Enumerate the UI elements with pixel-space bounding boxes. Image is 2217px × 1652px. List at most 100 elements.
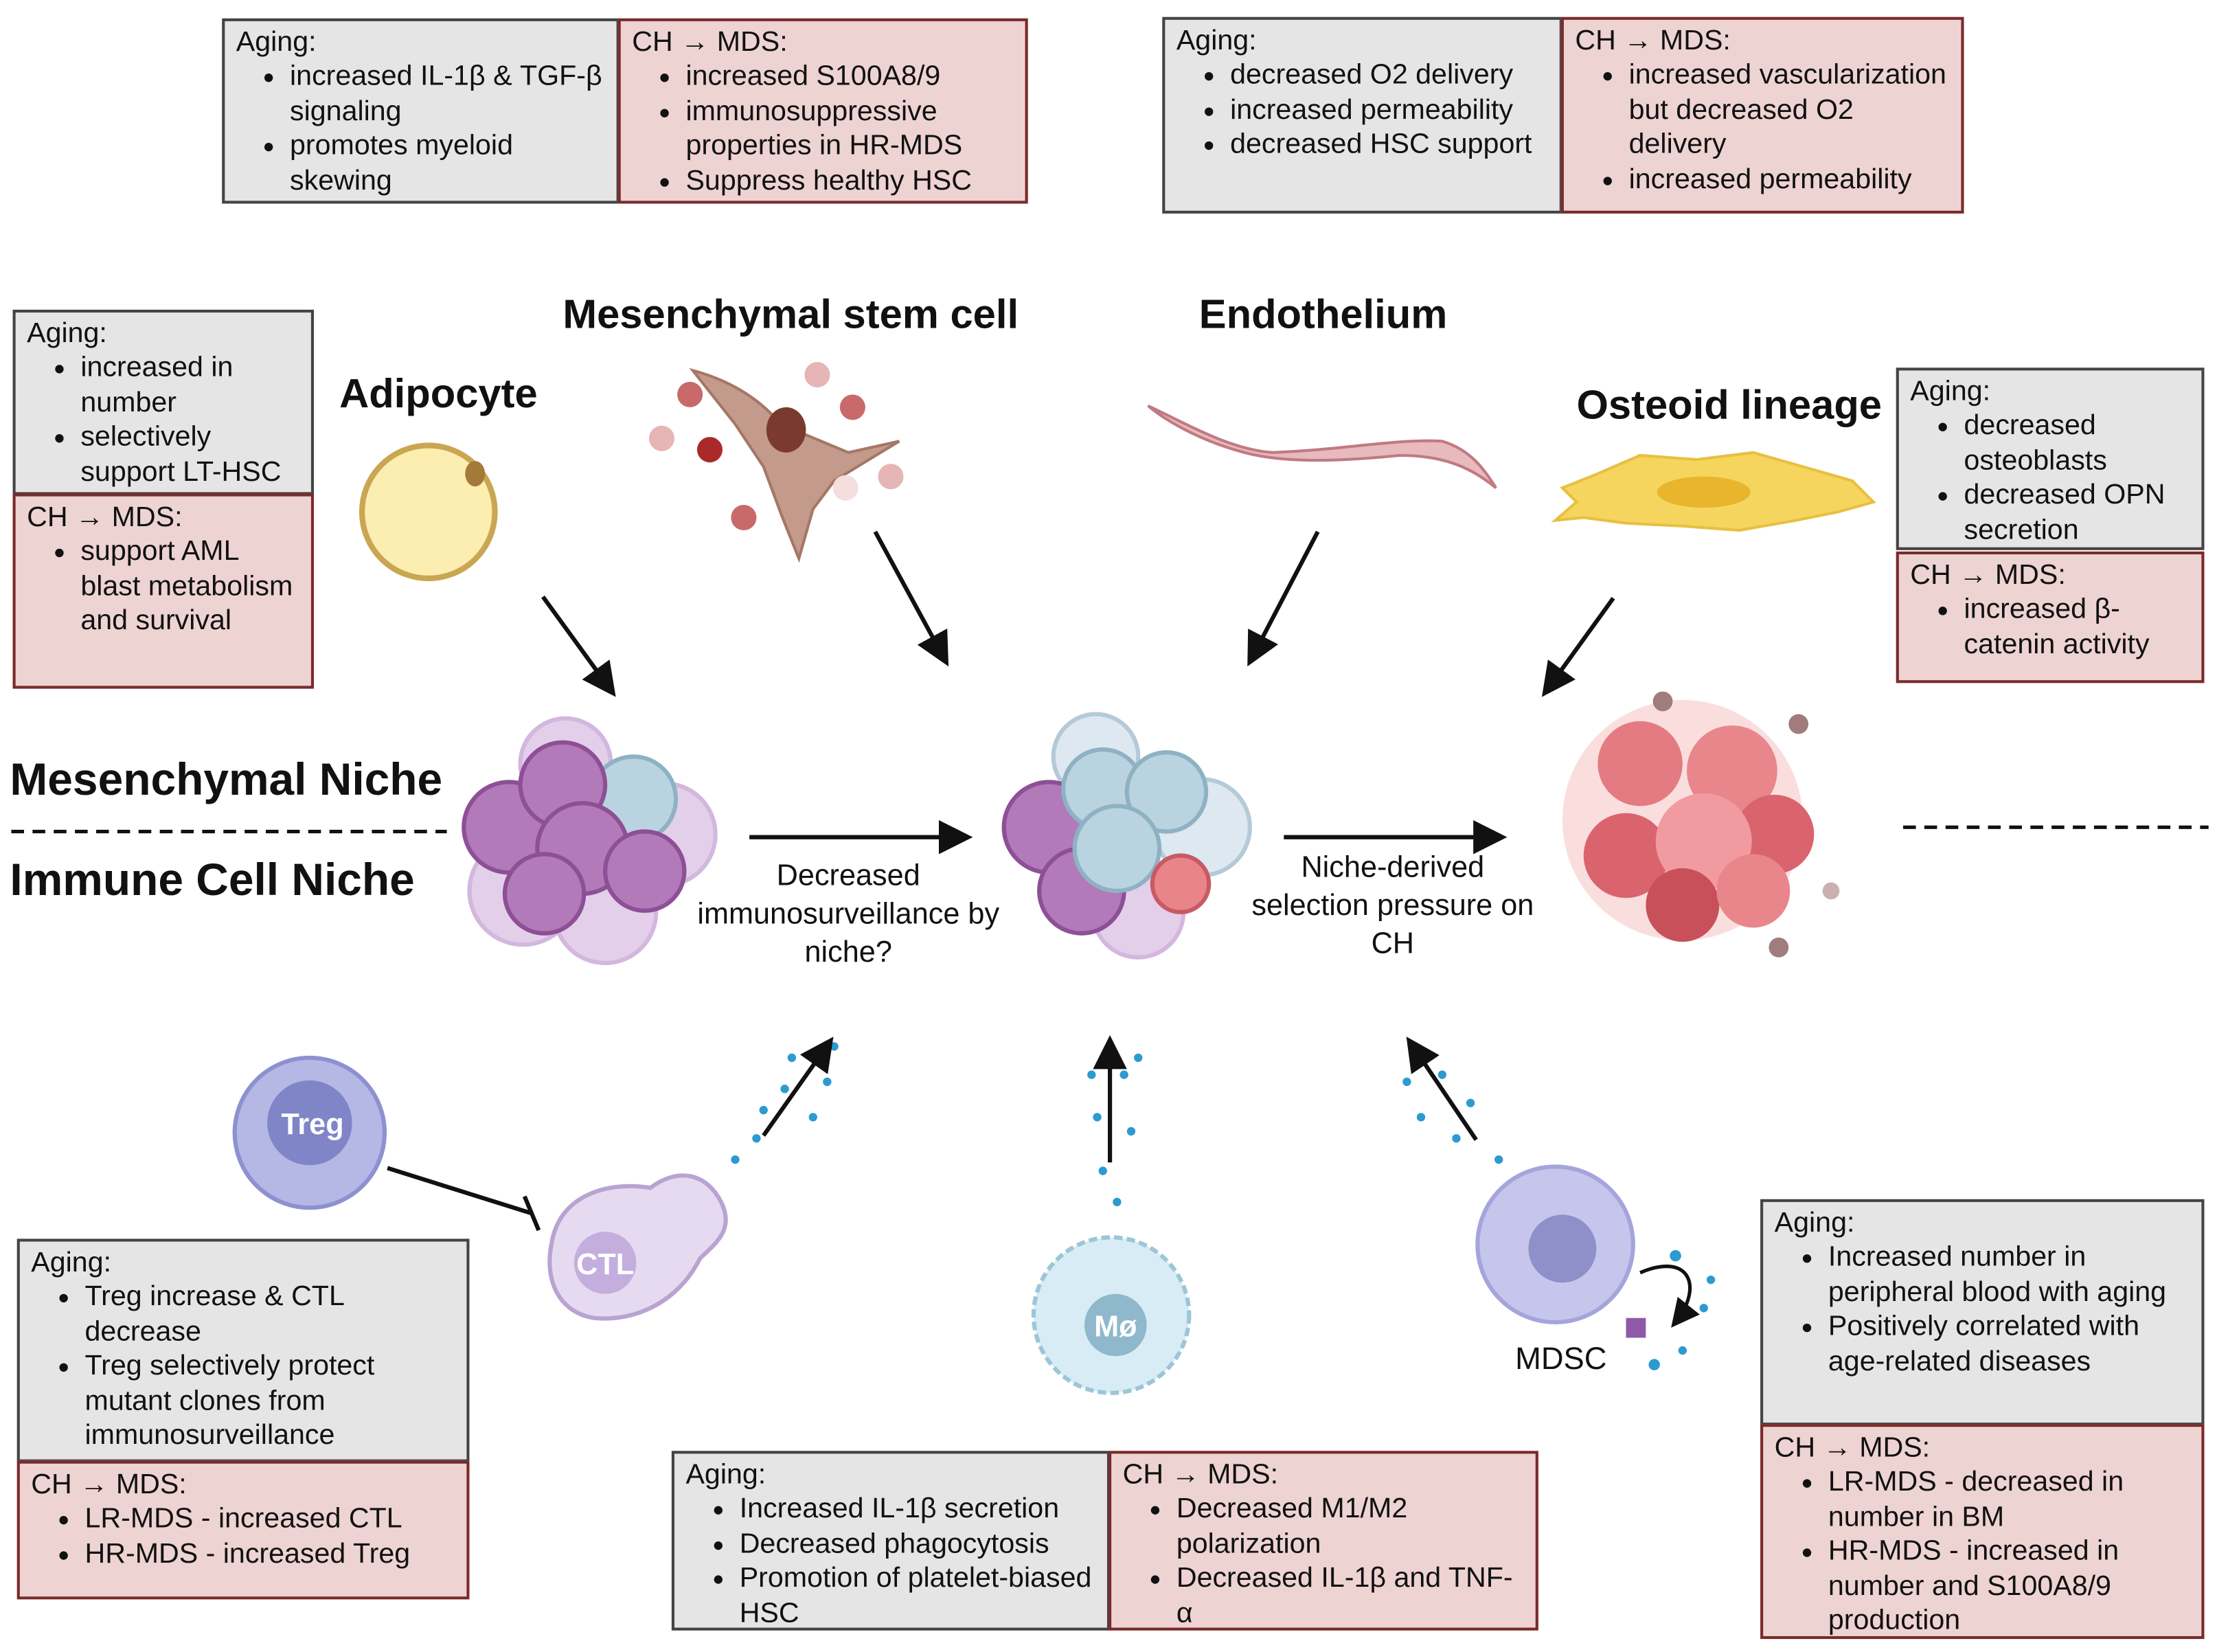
box-list: increased in numberselectively support L… — [27, 351, 302, 489]
box-title: Aging: — [1774, 1208, 1855, 1239]
adipocyte-aging-box: Aging:increased in numberselectively sup… — [12, 309, 315, 495]
box-list-item: increased β-catenin activity — [1964, 593, 2194, 661]
box-list-item: HR-MDS - increased in number and S100A8/… — [1828, 1535, 2193, 1638]
treg-cell-icon — [232, 1055, 387, 1210]
box-title: CH → MDS: — [1575, 25, 1731, 57]
macrophage-label: Mø — [1094, 1310, 1137, 1343]
osteoid-ch-box: CH → MDS:increased β-catenin activity — [1896, 551, 2205, 683]
box-title: Aging: — [685, 1459, 766, 1491]
endothelium-aging-box: Aging:decreased O2 deliveryincreased per… — [1162, 16, 1562, 214]
treg-inhibition-bar — [522, 1195, 541, 1232]
box-title: CH → MDS: — [31, 1469, 187, 1501]
box-list-item: increased permeability — [1629, 162, 1953, 196]
box-list: Increased number in peripheral blood wit… — [1775, 1241, 2193, 1379]
box-list: Treg increase & CTL decreaseTreg selecti… — [31, 1280, 458, 1453]
box-list: decreased O2 deliveryincreased permeabil… — [1176, 58, 1551, 162]
box-list-item: LR-MDS - increased CTL — [85, 1502, 458, 1537]
box-list-item: increased permeability — [1230, 93, 1551, 127]
hsc-cluster-left-icon — [462, 716, 718, 966]
mdsc-label: MDSC — [1515, 1341, 1606, 1376]
box-list-item: HR-MDS - increased Treg — [85, 1537, 458, 1571]
arrow-msc — [873, 530, 949, 667]
box-title: Aging: — [1176, 25, 1257, 57]
title-immune-niche: Immune Cell Niche — [10, 854, 415, 905]
box-title: CH → MDS: — [632, 27, 788, 58]
mdsc-aging-box: Aging:Increased number in peripheral blo… — [1760, 1199, 2205, 1426]
title-endothelium: Endothelium — [1198, 293, 1448, 339]
ctl-label: CTL — [576, 1248, 634, 1281]
box-list: LR-MDS - decreased in number in BMHR-MDS… — [1775, 1466, 2193, 1638]
title-adipocyte: Adipocyte — [339, 372, 538, 418]
arrows — [387, 530, 1615, 1232]
box-list-item: Decreased M1/M2 polarization — [1176, 1493, 1527, 1561]
box-list-item: Treg selectively protect mutant clones f… — [85, 1349, 458, 1453]
box-list: increased S100A8/9immunosuppressive prop… — [632, 60, 1016, 198]
treg-label: Treg — [281, 1108, 343, 1141]
box-list-item: decreased osteoblasts — [1964, 409, 2194, 478]
box-list-item: decreased HSC support — [1230, 128, 1551, 162]
box-list-item: Suppress healthy HSC — [685, 163, 1016, 198]
box-list-item: Decreased IL-1β and TNF-α — [1176, 1561, 1527, 1630]
box-list-item: Decreased phagocytosis — [740, 1527, 1099, 1561]
hsc-cluster-center-icon — [1001, 712, 1252, 960]
box-list: support AML blast metabolism and surviva… — [27, 535, 302, 639]
osteoid-aging-box: Aging:decreased osteoblastsdecreased OPN… — [1896, 367, 2205, 550]
box-list-item: Increased IL-1β secretion — [740, 1493, 1099, 1527]
mesenchymal-stem-cell-icon — [648, 362, 904, 563]
box-list: LR-MDS - increased CTLHR-MDS - increased… — [31, 1502, 458, 1571]
box-title: CH → MDS: — [1774, 1432, 1931, 1464]
msc-ch-box: CH → MDS:increased S100A8/9immunosuppres… — [617, 18, 1028, 204]
treg-ch-box: CH → MDS:LR-MDS - increased CTLHR-MDS - … — [16, 1460, 470, 1600]
endothelium-ch-box: CH → MDS:increased vascularization but d… — [1560, 16, 1964, 214]
box-list-item: increased IL-1β & TGF-β signaling — [290, 60, 608, 128]
box-list-item: Positively correlated with age-related d… — [1828, 1310, 2193, 1379]
mdsc-ch-box: CH → MDS:LR-MDS - decreased in number in… — [1760, 1424, 2205, 1640]
center-right-caption: Niche-derived selection pressure on CH — [1251, 851, 1534, 960]
box-list-item: LR-MDS - decreased in number in BM — [1828, 1466, 2193, 1535]
arrow-mdsc — [1406, 1037, 1478, 1142]
box-list: increased vascularization but decreased … — [1575, 58, 1953, 196]
box-title: Aging: — [1910, 376, 1991, 407]
macrophage-cell-icon — [1031, 1235, 1192, 1395]
box-list: Increased IL-1β secretionDecreased phago… — [685, 1493, 1098, 1631]
macrophage-ch-box: CH → MDS:Decreased M1/M2 polarizationDec… — [1108, 1451, 1538, 1631]
box-list: increased β-catenin activity — [1910, 593, 2193, 661]
box-list-item: immunosuppressive properties in HR-MDS — [685, 95, 1016, 163]
center-left-caption: Decreased immunosurveillance by niche? — [697, 859, 1000, 969]
arrow-adipocyte — [541, 595, 616, 697]
box-list-item: support AML blast metabolism and surviva… — [80, 535, 302, 639]
adipocyte-icon — [359, 442, 498, 582]
box-list-item: increased S100A8/9 — [685, 60, 1016, 94]
treg-inhibition-line — [387, 1166, 532, 1216]
osteoid-cell-icon — [1551, 451, 1876, 532]
arrow-osteoid — [1541, 597, 1615, 697]
box-list-item: selectively support LT-HSC — [80, 420, 302, 489]
box-title: Aging: — [236, 27, 317, 58]
box-list-item: Promotion of platelet-biased HSC — [740, 1561, 1099, 1630]
box-list: decreased osteoblastsdecreased OPN secre… — [1910, 409, 2193, 547]
box-list: increased IL-1β & TGF-β signalingpromote… — [236, 60, 608, 198]
box-title: CH → MDS: — [27, 501, 183, 534]
box-list: Decreased M1/M2 polarizationDecreased IL… — [1123, 1493, 1527, 1631]
ctl-cell-icon — [547, 1173, 728, 1321]
macrophage-aging-box: Aging:Increased IL-1β secretionDecreased… — [671, 1451, 1111, 1631]
box-title: CH → MDS: — [1122, 1459, 1279, 1491]
title-msc: Mesenchymal stem cell — [562, 293, 1019, 339]
title-osteoid: Osteoid lineage — [1576, 383, 1883, 429]
treg-aging-box: Aging:Treg increase & CTL decreaseTreg s… — [16, 1238, 470, 1462]
box-title: Aging: — [31, 1247, 112, 1279]
box-list-item: increased vascularization but decreased … — [1629, 58, 1953, 162]
arrow-endothelium — [1247, 530, 1320, 667]
box-list-item: increased in number — [80, 351, 302, 420]
title-mesenchymal-niche: Mesenchymal Niche — [10, 754, 443, 805]
adipocyte-ch-box: CH → MDS:support AML blast metabolism an… — [12, 493, 315, 689]
box-list-item: decreased OPN secretion — [1964, 478, 2194, 547]
endothelium-icon — [1147, 404, 1497, 489]
box-title: Aging: — [27, 318, 107, 350]
arrow-ctl — [762, 1037, 834, 1137]
box-title: CH → MDS: — [1910, 560, 2066, 591]
box-list-item: promotes myeloid skewing — [290, 129, 608, 198]
box-list-item: Increased number in peripheral blood wit… — [1828, 1241, 2193, 1309]
